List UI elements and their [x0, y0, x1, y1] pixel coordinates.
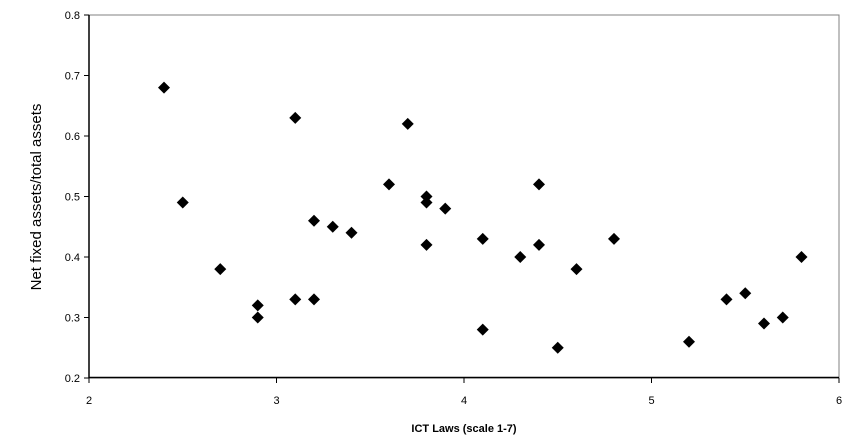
data-point	[795, 251, 808, 263]
x-tick-label: 4	[461, 395, 467, 407]
x-tick-label: 6	[836, 395, 842, 407]
data-point	[439, 202, 452, 215]
data-point	[289, 293, 302, 306]
y-tick-label: 0.7	[65, 71, 80, 83]
data-point	[383, 178, 395, 191]
data-point	[420, 190, 433, 203]
data-point	[251, 311, 264, 324]
data-point	[289, 111, 302, 124]
data-point	[326, 220, 339, 233]
data-point	[551, 341, 564, 354]
x-axis-ticks: 2 3 4 5 6	[86, 378, 842, 407]
y-tick-label: 0.5	[65, 192, 80, 204]
y-axis-ticks: 0.2 0.3 0.4 0.5 0.6 0.7 0.8	[65, 10, 89, 385]
data-point	[308, 214, 320, 227]
y-tick-label: 0.6	[65, 131, 80, 143]
x-axis-label: ICT Laws (scale 1-7)	[411, 423, 516, 435]
data-point	[420, 238, 433, 251]
data-point	[608, 232, 620, 245]
x-tick-label: 2	[86, 395, 92, 407]
y-tick-label: 0.2	[65, 373, 80, 385]
data-point	[420, 196, 433, 209]
data-point	[570, 263, 583, 276]
data-point	[214, 263, 227, 276]
y-tick-label: 0.4	[65, 252, 80, 264]
data-point	[401, 117, 414, 130]
y-tick-label: 0.3	[65, 313, 80, 325]
data-point	[345, 226, 358, 239]
plot-area	[88, 14, 840, 379]
data-point	[308, 293, 320, 306]
data-point	[776, 311, 789, 324]
data-point	[683, 335, 695, 348]
data-point	[720, 293, 733, 306]
y-axis-label: Net fixed assets/total assets	[28, 104, 45, 291]
x-tick-label: 3	[273, 395, 279, 407]
data-point	[251, 299, 264, 312]
data-point	[476, 323, 489, 336]
data-point	[158, 81, 170, 94]
data-point	[476, 232, 489, 245]
data-point	[758, 317, 770, 330]
data-point	[176, 196, 189, 209]
data-point	[739, 287, 752, 300]
y-tick-label: 0.8	[65, 10, 80, 22]
data-point	[514, 251, 527, 263]
data-points	[158, 81, 808, 354]
data-point	[533, 178, 545, 191]
data-point	[533, 238, 545, 251]
x-tick-label: 5	[648, 395, 654, 407]
